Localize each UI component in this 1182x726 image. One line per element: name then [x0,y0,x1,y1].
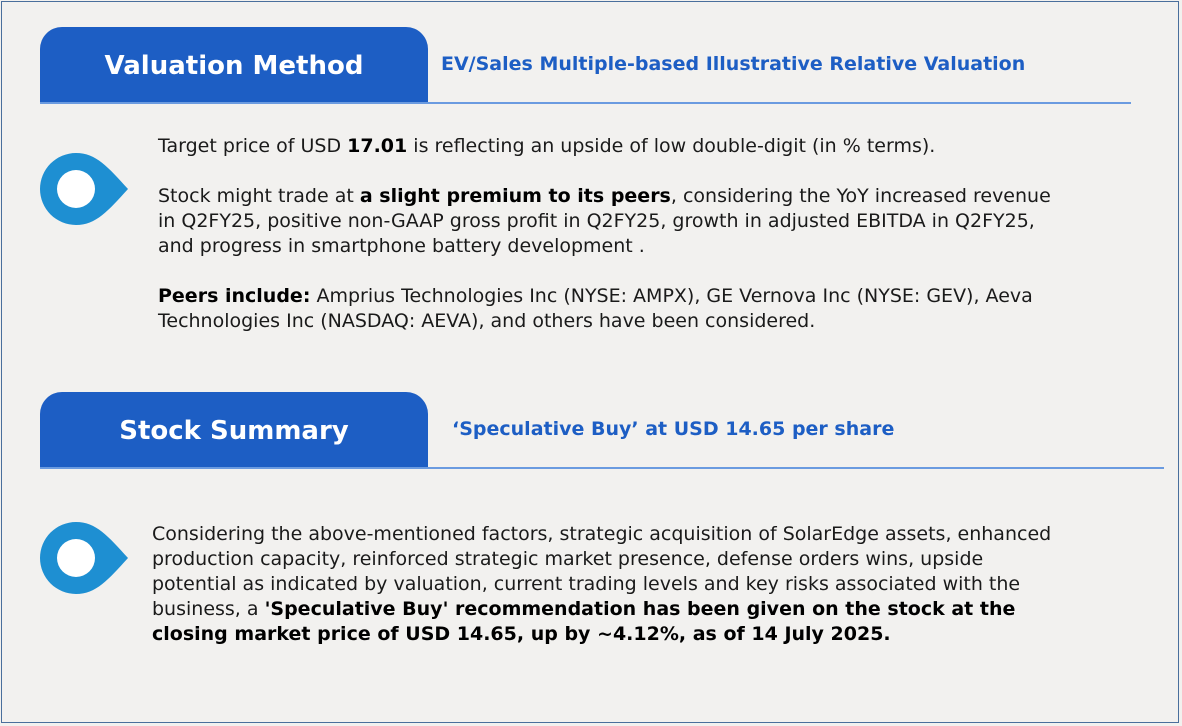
target-price-text-end: is reflecting an upside of low double-di… [407,135,936,157]
stock-summary-tab: Stock Summary [40,392,428,469]
recommendation-text: Considering the above-mentioned factors,… [152,523,1052,620]
summary-divider [40,467,1164,469]
location-pin-icon [40,522,128,594]
summary-body: Considering the above-mentioned factors,… [152,522,1052,647]
location-pin-icon [40,153,128,225]
recommendation-emphasis: 'Speculative Buy' recommendation has bee… [152,598,1016,645]
stock-summary-title: Stock Summary [119,415,349,446]
recommendation-paragraph: Considering the above-mentioned factors,… [152,522,1052,647]
premium-paragraph: Stock might trade at a slight premium to… [158,184,1068,259]
target-price-paragraph: Target price of USD 17.01 is reflecting … [158,134,1068,159]
valuation-method-tab: Valuation Method [40,27,428,104]
valuation-method-title: Valuation Method [104,50,364,81]
premium-text-end: , considering the YoY increased revenue … [158,185,1051,257]
premium-text: Stock might trade at [158,185,360,207]
peers-list: Amprius Technologies Inc (NYSE: AMPX), G… [158,285,1033,332]
peers-paragraph: Peers include: Amprius Technologies Inc … [158,284,1068,334]
valuation-subtitle: EV/Sales Multiple-based Illustrative Rel… [441,53,1026,75]
valuation-body: Target price of USD 17.01 is reflecting … [158,134,1068,334]
target-price-value: 17.01 [347,135,408,157]
stock-summary-subtitle: ‘Speculative Buy’ at USD 14.65 per share [452,418,895,440]
target-price-text: Target price of USD [158,135,348,157]
premium-emphasis: a slight premium to its peers [359,185,671,207]
peers-label: Peers include: [158,285,311,307]
valuation-divider [40,102,1131,104]
